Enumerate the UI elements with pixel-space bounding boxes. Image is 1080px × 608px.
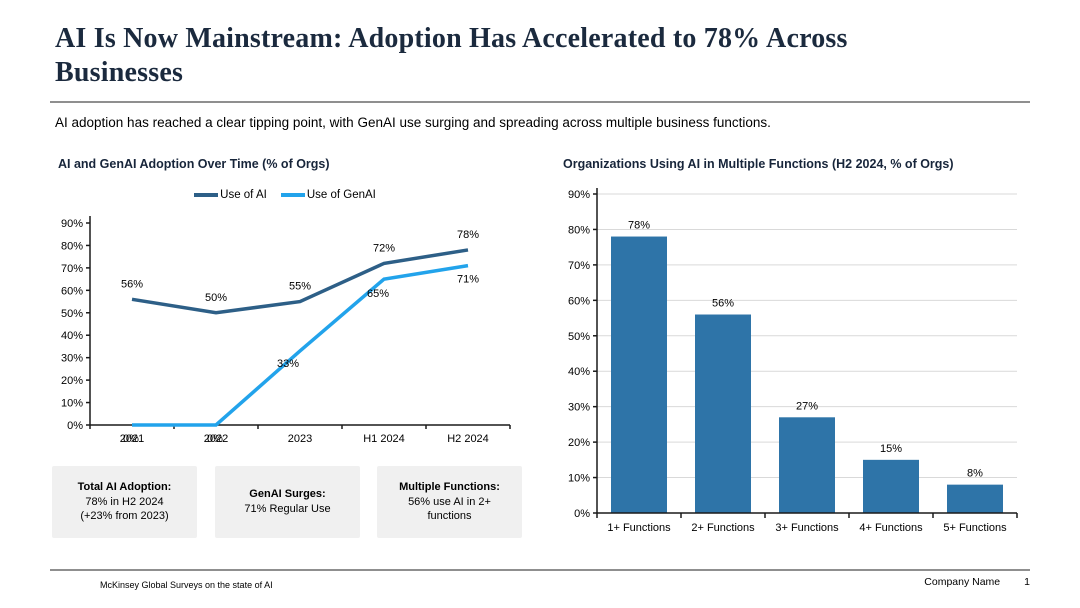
svg-text:90%: 90% <box>568 189 590 201</box>
svg-text:70%: 70% <box>61 263 83 275</box>
bar-3+-functions <box>779 417 835 513</box>
bar-2+-functions <box>695 314 751 513</box>
svg-text:0%: 0% <box>574 508 590 520</box>
svg-text:50%: 50% <box>61 308 83 320</box>
svg-text:78%: 78% <box>457 229 479 241</box>
svg-text:27%: 27% <box>796 400 818 412</box>
callout-title: Multiple Functions: <box>399 481 500 494</box>
functions-bar-chart-svg: 0% 10% 20% 30% 40% 50% 60% 70% 80% 90% 78% 56% 27% 15… <box>568 188 1018 534</box>
bar-1+-functions <box>611 236 667 513</box>
svg-text:H1 2024: H1 2024 <box>363 433 405 445</box>
svg-text:20%: 20% <box>568 437 590 449</box>
callout-line: 71% Regular Use <box>244 503 331 515</box>
svg-text:10%: 10% <box>61 398 83 410</box>
adoption-line-chart-svg: 0%10%20%30%40%50%60%70%80%90%2021 2022 202… <box>61 216 511 445</box>
svg-text:3+ Functions: 3+ Functions <box>775 522 839 534</box>
use-of-genai-line-swatch <box>280 193 305 197</box>
callout-title: Total AI Adoption: <box>77 481 172 494</box>
callout-line: 78% in H2 2024 <box>85 495 164 508</box>
line-chart-series <box>131 248 469 427</box>
svg-text:2021: 2021 <box>120 433 144 445</box>
svg-text:72%: 72% <box>373 242 395 254</box>
line-chart-y-labels: 0% 10% 20% 30% 40% 50% 60% 70% 80% 90% <box>61 218 83 432</box>
line-chart-title: AI and GenAI Adoption Over Time (% of Or… <box>58 157 330 171</box>
svg-text:50%: 50% <box>205 292 227 304</box>
svg-text:1+ Functions: 1+ Functions <box>607 522 671 534</box>
bar-chart-title: Organizations Using AI in Multiple Funct… <box>563 157 954 171</box>
callout-genai-surges: GenAI Surges: 71% Regular Use <box>215 466 360 538</box>
page-title-line2: Businesses <box>55 57 184 88</box>
svg-text:60%: 60% <box>61 285 83 297</box>
svg-text:0%: 0% <box>67 420 83 432</box>
svg-text:2023: 2023 <box>288 433 312 445</box>
svg-text:30%: 30% <box>61 353 83 365</box>
svg-text:71%: 71% <box>457 274 479 286</box>
footer-source: McKinsey Global Surveys on the state of … <box>100 580 273 590</box>
svg-text:0%: 0% <box>207 433 223 445</box>
svg-text:2+ Functions: 2+ Functions <box>691 522 755 534</box>
use-of-ai-line-swatch <box>194 193 219 197</box>
adoption-line-chart: 0% 10% 20% 30% 40% 50% 60% 70% 80% 90% 2021 2022 202… <box>50 210 520 460</box>
bar-chart-data-labels: 78% 56% 27% 15% 8% <box>628 220 983 480</box>
legend-item-use-of-genai: Use of GenAI <box>280 189 376 201</box>
svg-text:8%: 8% <box>967 468 983 480</box>
bar-chart-y-labels: 0% 10% 20% 30% 40% 50% 60% 70% 80% 90% <box>568 189 590 520</box>
title-divider <box>50 101 1030 103</box>
svg-text:2022: 2022 <box>204 433 228 445</box>
series-line-use-of-ai <box>131 248 469 315</box>
bar-5+-functions <box>947 484 1003 513</box>
page-title-line1: AI Is Now Mainstream: Adoption Has Accel… <box>55 23 848 54</box>
legend-item-use-of-ai: Use of AI <box>194 189 267 201</box>
svg-text:5+ Functions: 5+ Functions <box>943 522 1007 534</box>
callout-total-ai-adoption: Total AI Adoption: 78% in H2 2024 (+23% … <box>52 466 197 538</box>
callout-title: GenAI Surges: <box>249 488 326 501</box>
callout-line: 56% use AI in 2+ functions <box>408 495 491 523</box>
svg-text:40%: 40% <box>61 330 83 342</box>
line-chart-x-labels: 2021 2022 2023 H1 2024 H2 2024 <box>120 433 489 445</box>
svg-text:80%: 80% <box>61 240 83 252</box>
footer-right: Company Name 1 <box>830 576 1030 588</box>
callout-multiple-functions: Multiple Functions: 56% use AI in 2+ fun… <box>377 466 522 538</box>
svg-text:10%: 10% <box>568 473 590 485</box>
bar-chart-bars <box>611 236 1003 513</box>
footer-divider <box>50 569 1030 571</box>
svg-text:0%: 0% <box>123 433 139 445</box>
footer-company-name: Company Name <box>924 576 1001 588</box>
svg-text:70%: 70% <box>568 260 590 272</box>
svg-text:40%: 40% <box>568 366 590 378</box>
svg-text:80%: 80% <box>568 224 590 236</box>
series-line-use-of-genai <box>132 263 469 427</box>
svg-text:55%: 55% <box>289 281 311 293</box>
svg-text:56%: 56% <box>712 298 734 310</box>
functions-bar-chart: 0% 10% 20% 30% 40% 50% 60% 70% 80% 90% 78% 56% 27% 15… <box>555 182 1065 552</box>
svg-text:H2 2024: H2 2024 <box>447 433 489 445</box>
bar-chart-axes <box>593 188 1018 518</box>
callout-line: (+23% from 2023) <box>80 510 169 523</box>
svg-text:15%: 15% <box>880 443 902 455</box>
svg-text:65%: 65% <box>367 288 389 300</box>
svg-text:4+ Functions: 4+ Functions <box>859 522 923 534</box>
line-chart-legend: Use of AI Use of GenAI <box>50 189 520 201</box>
svg-text:30%: 30% <box>568 402 590 414</box>
svg-text:20%: 20% <box>61 375 83 387</box>
line-chart-axes <box>86 216 511 429</box>
svg-text:78%: 78% <box>628 220 650 232</box>
svg-text:50%: 50% <box>568 331 590 343</box>
subtitle: AI adoption has reached a clear tipping … <box>55 115 771 130</box>
footer-page-number: 1 <box>1024 576 1030 588</box>
svg-text:33%: 33% <box>277 358 299 370</box>
page-title: AI Is Now Mainstream: Adoption Has Accel… <box>55 22 1000 90</box>
legend-label-use-of-ai: Use of AI <box>220 189 267 201</box>
legend-label-use-of-genai: Use of GenAI <box>306 189 376 201</box>
bar-chart-x-labels: 1+ Functions 2+ Functions 3+ Functions 4+ F… <box>607 522 1007 534</box>
svg-text:90%: 90% <box>61 218 83 230</box>
svg-text:56%: 56% <box>121 278 143 290</box>
svg-text:60%: 60% <box>568 295 590 307</box>
bar-4+-functions <box>863 459 919 513</box>
line-chart-data-labels: 56% 50% 55% 72% 78% 0% 0% 33% 65% 71% <box>121 229 479 445</box>
